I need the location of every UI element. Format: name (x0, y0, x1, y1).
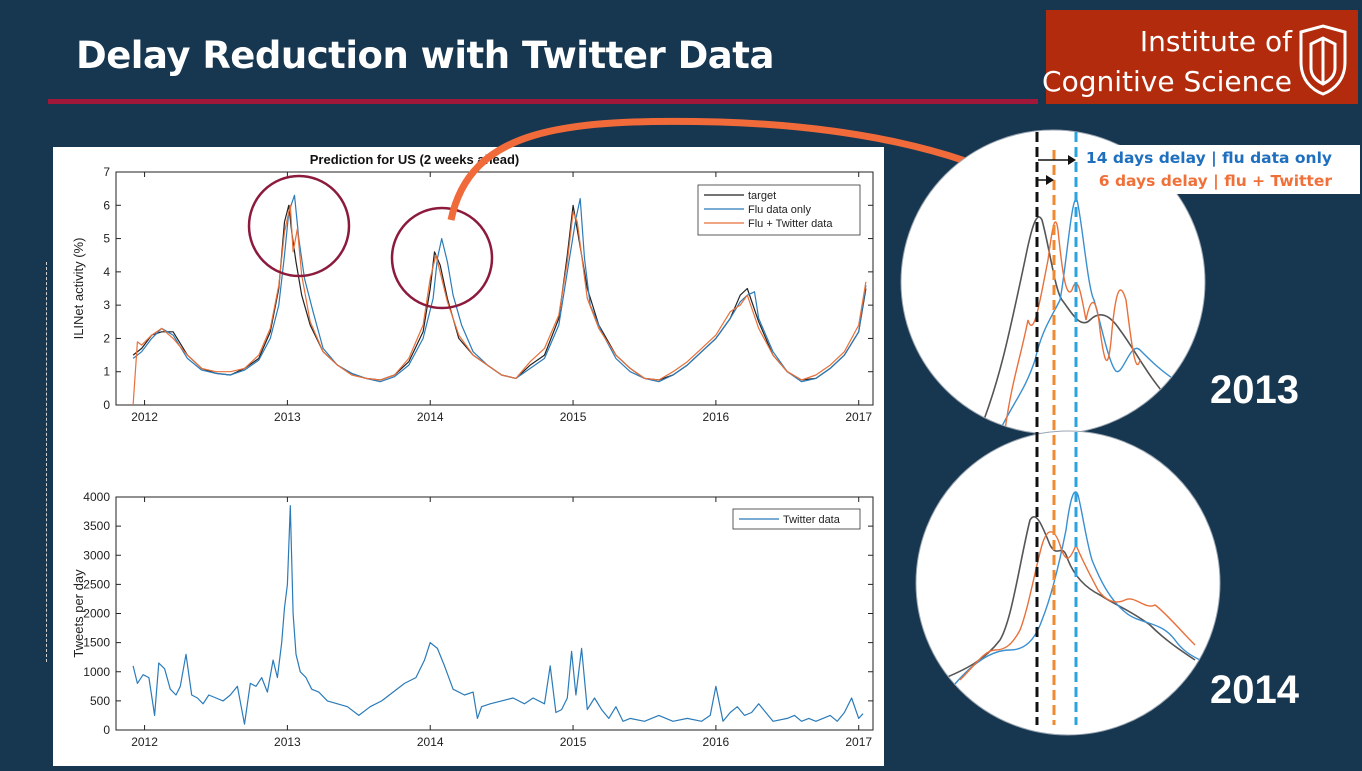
plot-frame (115, 496, 874, 731)
x-tick-label: 2012 (131, 735, 158, 749)
chart-panel: 0 1 2 3 4 5 6 7 2012 2013 2014 2015 2016 2017 Predicti… (53, 147, 884, 766)
logo-text: Institute of Cognitive Science (1042, 22, 1292, 102)
x-tick-label: 2016 (703, 410, 730, 424)
delay-arrow-flu-head (1068, 155, 1076, 165)
y-tick-label: 3000 (83, 548, 110, 562)
zoom-2014-twitter-line (959, 531, 1196, 681)
y-tick-label: 1000 (83, 665, 110, 679)
institute-logo: Institute of Cognitive Science (1042, 10, 1358, 104)
legend-label-1: Flu data only (748, 204, 811, 216)
series-line-0 (132, 204, 867, 381)
x-tick-label: 2014 (417, 735, 444, 749)
y-tick-label: 4000 (83, 490, 110, 504)
logo-line-1: Institute of (1139, 25, 1292, 58)
x-tick-label: 2013 (274, 410, 301, 424)
side-bracket (46, 262, 55, 662)
y-tick-label: 2000 (83, 607, 110, 621)
flu-only-delay-text: 14 days delay | flu data only (1085, 149, 1332, 167)
chart-title: Prediction for US (2 weeks ahead) (310, 152, 520, 167)
x-tick-label: 2012 (131, 410, 158, 424)
y-tick-label: 0 (103, 723, 110, 737)
y-tick-label: 1500 (83, 636, 110, 650)
year-label-2014: 2014 (1210, 668, 1299, 712)
legend-box (732, 508, 861, 530)
charts-svg: 0 1 2 3 4 5 6 7 2012 2013 2014 2015 2016 2017 Predicti… (71, 152, 874, 749)
x-tick-label: 2016 (703, 735, 730, 749)
zoom-circle-2014 (915, 430, 1221, 736)
page-title: Delay Reduction with Twitter Data (76, 34, 774, 77)
series-line-2 (132, 204, 867, 406)
title-rule (48, 99, 1038, 104)
y-tick-label: 2500 (83, 577, 110, 591)
zoom-2014-flu-line (949, 491, 1201, 691)
zoom-circle-2013 (900, 129, 1206, 435)
series-line-0 (132, 505, 864, 725)
x-tick-label: 2015 (560, 735, 587, 749)
legend-label-0: target (748, 190, 776, 202)
peak-2014-circle (390, 206, 494, 310)
legend-label-2: Flu + Twitter data (748, 218, 833, 230)
y-tick-label: 0 (103, 398, 110, 412)
shield-icon (1299, 24, 1347, 96)
y-tick-label: 3500 (83, 519, 110, 533)
y-tick-label: 3 (103, 298, 110, 312)
y-tick-label: 7 (103, 165, 110, 179)
y-tick-label: 5 (103, 232, 110, 246)
y-tick-label: 6 (103, 198, 110, 212)
delay-annotation-box: 14 days delay | flu data only 6 days del… (1085, 145, 1360, 194)
x-tick-label: 2014 (417, 410, 444, 424)
x-tick-label: 2017 (845, 735, 872, 749)
y-tick-label: 500 (90, 694, 110, 708)
x-tick-label: 2017 (845, 410, 872, 424)
delay-arrow-twitter-head (1046, 175, 1054, 185)
y-tick-label: 2 (103, 331, 110, 345)
zoom-2013-flu-line (999, 198, 1176, 431)
zoom-2013-target-line (979, 216, 1171, 431)
series-line-1 (132, 194, 867, 383)
y-axis-label: ILINet activity (%) (71, 238, 86, 340)
zoom-arrow (447, 117, 1033, 221)
x-tick-label: 2015 (560, 410, 587, 424)
peak-2013-circle (247, 174, 351, 278)
y-axis-label: Tweets per day (71, 569, 86, 658)
legend-box (697, 184, 861, 236)
legend-label-0: Twitter data (783, 514, 841, 526)
y-tick-label: 1 (103, 365, 110, 379)
zoom-2013-twitter-line (1004, 221, 1141, 431)
x-tick-label: 2013 (274, 735, 301, 749)
year-label-2013: 2013 (1210, 368, 1299, 412)
y-tick-label: 4 (103, 265, 110, 279)
logo-line-2: Cognitive Science (1042, 65, 1292, 98)
twitter-delay-text: 6 days delay | flu + Twitter (1098, 172, 1332, 190)
